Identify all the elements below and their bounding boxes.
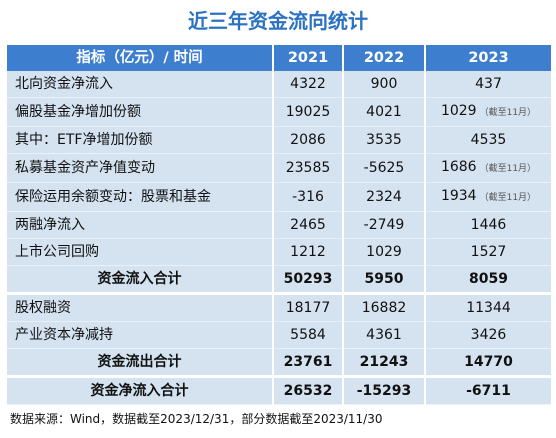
row-label: 资金净流入合计	[7, 376, 274, 405]
cell-2021: 5584	[273, 321, 344, 349]
cell-2023: 1686 （截至11月）	[425, 153, 551, 183]
table-row: 保险运用余额变动：股票和基金 -316 2324 1934 （截至11月）	[7, 182, 551, 212]
cell-value: 11344	[466, 300, 511, 316]
page-title: 近三年资金流向统计	[188, 9, 368, 33]
cell-note: （截至11月）	[479, 164, 537, 174]
table-row: 两融净流入 2465 -2749 1446	[7, 211, 551, 239]
row-label: 产业资本净减持	[7, 321, 274, 349]
cell-2023: 3426	[425, 321, 551, 349]
row-label: 股权融资	[7, 293, 274, 322]
cell-value: 4535	[470, 132, 507, 148]
cell-2023: 4535	[425, 126, 551, 154]
net-inflow-total-row: 资金净流入合计 26532 -15293 -6711	[7, 376, 551, 405]
cell-2023: 1446	[425, 211, 551, 239]
cell-2021: 23761	[273, 348, 344, 378]
cell-2023: 1029 （截至11月）	[425, 97, 551, 127]
cell-2022: 4021	[343, 97, 426, 127]
cell-note: （截至11月）	[479, 108, 537, 118]
cell-value: 8059	[469, 271, 508, 287]
cell-2021: 1212	[273, 238, 344, 266]
cell-value: 1934	[440, 188, 477, 204]
cell-2022: 5950	[343, 265, 426, 295]
cell-value: 1686	[440, 159, 477, 175]
row-label: 资金流入合计	[7, 265, 274, 295]
cell-2021: 26532	[273, 376, 344, 405]
cell-2023: 1527	[425, 238, 551, 266]
row-label: 北向资金净流入	[7, 71, 274, 98]
cell-value: 437	[475, 76, 502, 92]
table-row: 偏股基金净增加份额 19025 4021 1029 （截至11月）	[7, 97, 551, 127]
row-label: 其中：ETF净增加份额	[7, 126, 274, 154]
cell-note: （截至11月）	[479, 193, 537, 203]
cell-2022: 1029	[343, 238, 426, 266]
cell-2021: 50293	[273, 265, 344, 295]
cell-2022: 900	[343, 71, 426, 98]
row-label: 资金流出合计	[7, 348, 274, 378]
table-row: 股权融资 18177 16882 11344	[7, 293, 551, 322]
table-row: 北向资金净流入 4322 900 437	[7, 71, 551, 98]
cell-2022: 4361	[343, 321, 426, 349]
cell-2022: 16882	[343, 293, 426, 322]
cell-2021: 4322	[273, 71, 344, 98]
row-label: 保险运用余额变动：股票和基金	[7, 182, 274, 212]
cell-2022: 2324	[343, 182, 426, 212]
cell-value: 1029	[440, 103, 477, 119]
cell-2022: 3535	[343, 126, 426, 154]
cell-2023: 14770	[425, 348, 551, 378]
cell-2021: 23585	[273, 153, 344, 183]
table-row: 上市公司回购 1212 1029 1527	[7, 238, 551, 266]
table-row: 其中：ETF净增加份额 2086 3535 4535	[7, 126, 551, 154]
cell-value: 14770	[464, 354, 513, 370]
header-2022: 2022	[343, 45, 426, 71]
cell-2021: 18177	[273, 293, 344, 322]
cell-2023: 1934 （截至11月）	[425, 182, 551, 212]
cell-value: 3426	[470, 327, 507, 343]
row-label: 偏股基金净增加份额	[7, 97, 274, 127]
cell-2021: -316	[273, 182, 344, 212]
fund-flow-table: 指标（亿元）/ 时间 2021 2022 2023 北向资金净流入 4322 9…	[7, 45, 551, 405]
cell-2023: -6711	[425, 376, 551, 405]
cell-2023: 11344	[425, 293, 551, 322]
cell-2021: 2086	[273, 126, 344, 154]
cell-value: -6711	[466, 383, 511, 399]
row-label: 上市公司回购	[7, 238, 274, 266]
table-row: 产业资本净减持 5584 4361 3426	[7, 321, 551, 349]
cell-2022: -2749	[343, 211, 426, 239]
cell-value: 1446	[470, 217, 507, 233]
cell-2022: -15293	[343, 376, 426, 405]
cell-2022: -5625	[343, 153, 426, 183]
header-2021: 2021	[273, 45, 344, 71]
table-header-row: 指标（亿元）/ 时间 2021 2022 2023	[7, 45, 551, 71]
cell-2022: 21243	[343, 348, 426, 378]
cell-2023: 8059	[425, 265, 551, 295]
data-source-note: 数据来源：Wind，数据截至2023/12/31，部分数据截至2023/11/3…	[10, 412, 383, 426]
table-row: 私募基金资产净值变动 23585 -5625 1686 （截至11月）	[7, 153, 551, 183]
outflow-total-row: 资金流出合计 23761 21243 14770	[7, 348, 551, 378]
cell-value: 1527	[470, 244, 507, 260]
header-2023: 2023	[425, 45, 551, 71]
row-label: 两融净流入	[7, 211, 274, 239]
cell-2023: 437	[425, 71, 551, 98]
row-label: 私募基金资产净值变动	[7, 153, 274, 183]
cell-2021: 2465	[273, 211, 344, 239]
inflow-total-row: 资金流入合计 50293 5950 8059	[7, 265, 551, 295]
cell-2021: 19025	[273, 97, 344, 127]
header-indicator: 指标（亿元）/ 时间	[7, 45, 274, 71]
